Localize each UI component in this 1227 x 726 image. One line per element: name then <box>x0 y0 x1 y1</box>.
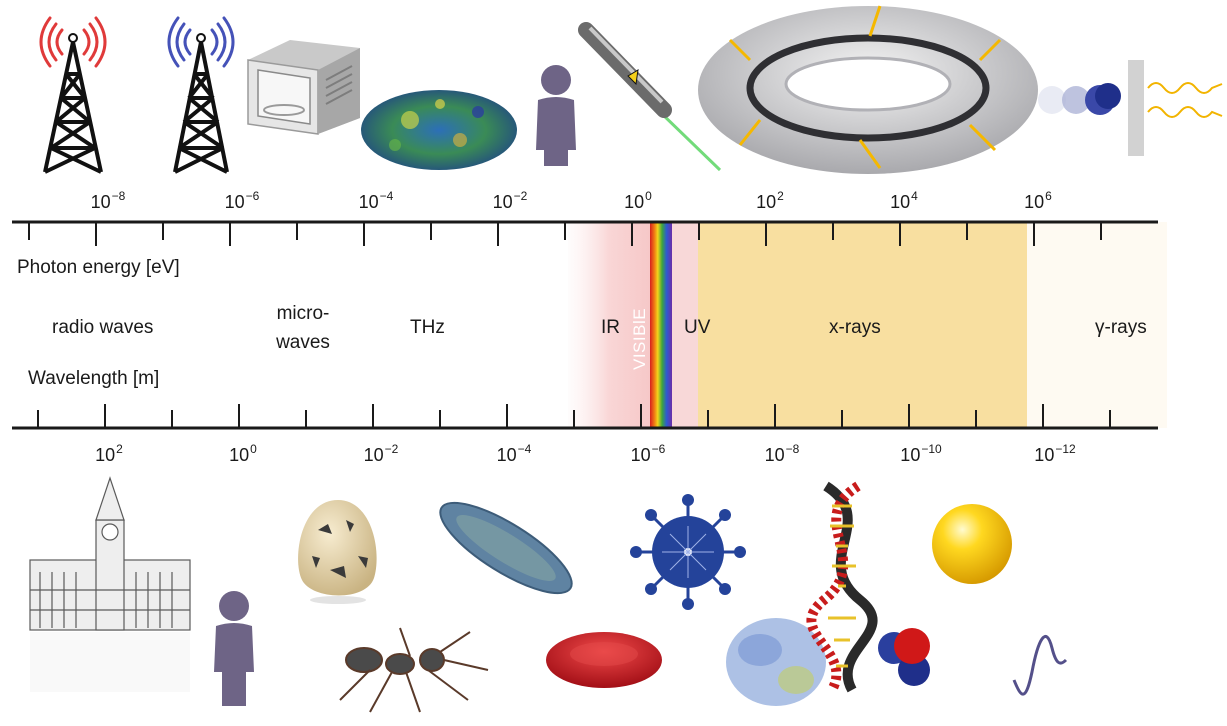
energy-tick-label: 10−4 <box>358 189 394 212</box>
virus-icon <box>630 494 746 610</box>
wavelength-tick-label: 10−2 <box>363 442 399 465</box>
wavelength-tick-label: 10−10 <box>900 442 942 465</box>
wavelength-tick-label: 10−6 <box>630 442 666 465</box>
band-label-ir: IR <box>601 317 620 338</box>
microwave-oven-icon <box>247 40 360 135</box>
wavelength-tick-label: 102 <box>95 442 123 465</box>
band-label-gamma: γ-rays <box>1095 317 1147 338</box>
wavelength-axis-title: Wavelength [m] <box>28 368 160 389</box>
ir-band <box>568 222 650 428</box>
energy-axis-title: Photon energy [eV] <box>17 257 180 278</box>
gamma-emission-icon <box>1038 60 1223 156</box>
dna-helix-icon <box>806 481 878 693</box>
radio-tower-icon <box>167 16 235 174</box>
uv-band <box>672 222 698 428</box>
radio-tower-icon <box>39 16 107 174</box>
big-ben-building-icon <box>29 476 191 692</box>
wavelength-tick-label: 10−4 <box>496 442 532 465</box>
energy-tick-label: 10−8 <box>90 189 126 212</box>
wavelength-axis-ticks <box>37 404 1111 428</box>
water-molecule-icon <box>878 628 930 686</box>
synchrotron-ring-icon <box>698 5 1038 174</box>
ant-icon <box>339 627 489 713</box>
person-icon <box>214 591 254 706</box>
paramecium-icon <box>439 501 573 595</box>
person-icon <box>536 65 576 166</box>
band-label-micro-line2: waves <box>276 331 330 353</box>
sine-wave-icon <box>1012 634 1068 696</box>
xray-band <box>698 222 1027 428</box>
band-label-visible: VISIBlE <box>630 307 649 370</box>
laser-pointer-icon <box>578 22 722 172</box>
atom-sphere-icon <box>932 504 1012 584</box>
quail-egg-icon <box>298 500 377 604</box>
band-label-micro-line1: micro- <box>276 303 330 324</box>
cmb-map-icon <box>361 90 517 170</box>
energy-tick-label: 10−2 <box>492 189 528 212</box>
energy-tick-label: 102 <box>756 189 784 212</box>
energy-axis-ticks <box>28 222 1102 246</box>
band-label-thz: THz <box>410 317 445 338</box>
visible-band <box>650 222 672 428</box>
wavelength-tick-label: 10−8 <box>764 442 800 465</box>
protein-icon <box>726 618 826 706</box>
band-label-microwaves: micro- waves <box>276 303 330 354</box>
red-blood-cell-icon <box>546 632 662 688</box>
gamma-band <box>1027 222 1167 428</box>
energy-tick-label: 104 <box>890 189 918 212</box>
energy-tick-label: 100 <box>624 189 652 212</box>
energy-tick-label: 106 <box>1024 189 1052 212</box>
wavelength-tick-label: 10−12 <box>1034 442 1076 465</box>
band-label-uv: UV <box>684 317 711 338</box>
band-label-radio: radio waves <box>52 317 154 338</box>
energy-tick-label: 10−6 <box>224 189 260 212</box>
band-label-xrays: x-rays <box>829 317 881 338</box>
wavelength-tick-label: 100 <box>229 442 257 465</box>
